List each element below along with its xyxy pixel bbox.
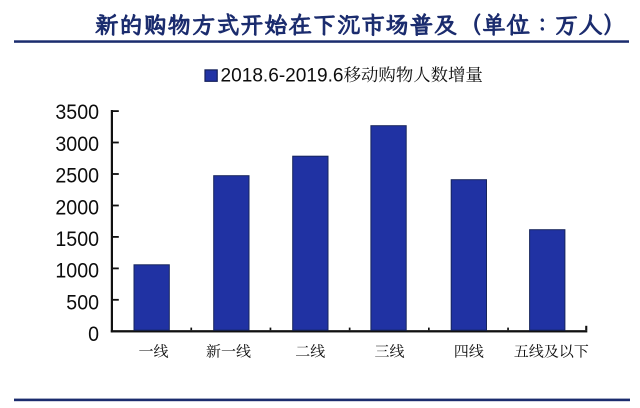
svg-text:1500: 1500 bbox=[55, 228, 99, 251]
svg-text:2500: 2500 bbox=[55, 165, 99, 188]
svg-text:3500: 3500 bbox=[55, 101, 99, 124]
svg-text:3000: 3000 bbox=[55, 133, 99, 156]
svg-text:0: 0 bbox=[88, 323, 99, 346]
svg-text:2018.6-2019.6: 2018.6-2019.6 bbox=[221, 65, 344, 86]
svg-text:500: 500 bbox=[66, 292, 99, 315]
svg-text:2000: 2000 bbox=[55, 196, 99, 219]
svg-text:1000: 1000 bbox=[55, 260, 99, 283]
